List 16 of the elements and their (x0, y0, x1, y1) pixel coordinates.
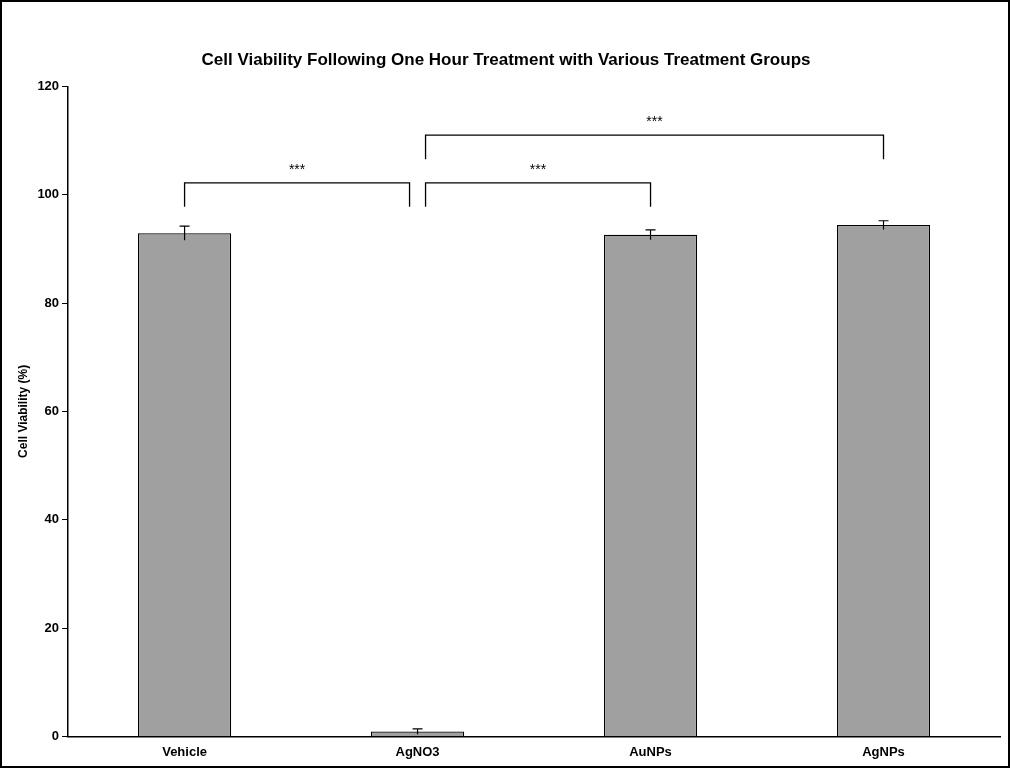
x-tick-label: AgNPs (862, 743, 905, 759)
annotation: *** (529, 160, 547, 177)
y-tick-label: 60 (44, 402, 60, 418)
x-tick-label: AgNO3 (395, 743, 440, 759)
y-tick-label: 40 (44, 511, 60, 527)
y-tick-label: 100 (37, 186, 60, 202)
y-tick-label: 0 (51, 727, 60, 743)
y-tick-label: 20 (44, 619, 60, 635)
x-tick-label: Vehicle (162, 743, 207, 759)
y-tick-label: 80 (44, 294, 60, 310)
y-axis-title: Cell Viability (%) (15, 364, 30, 458)
y-tick-label: 120 (37, 77, 60, 93)
x-tick-label: AuNPs (629, 743, 672, 759)
annotation: *** (288, 160, 306, 177)
annotation: *** (646, 113, 664, 130)
chart-title: Cell Viability Following One Hour Treatment with Various Treatment Groups (201, 49, 811, 69)
